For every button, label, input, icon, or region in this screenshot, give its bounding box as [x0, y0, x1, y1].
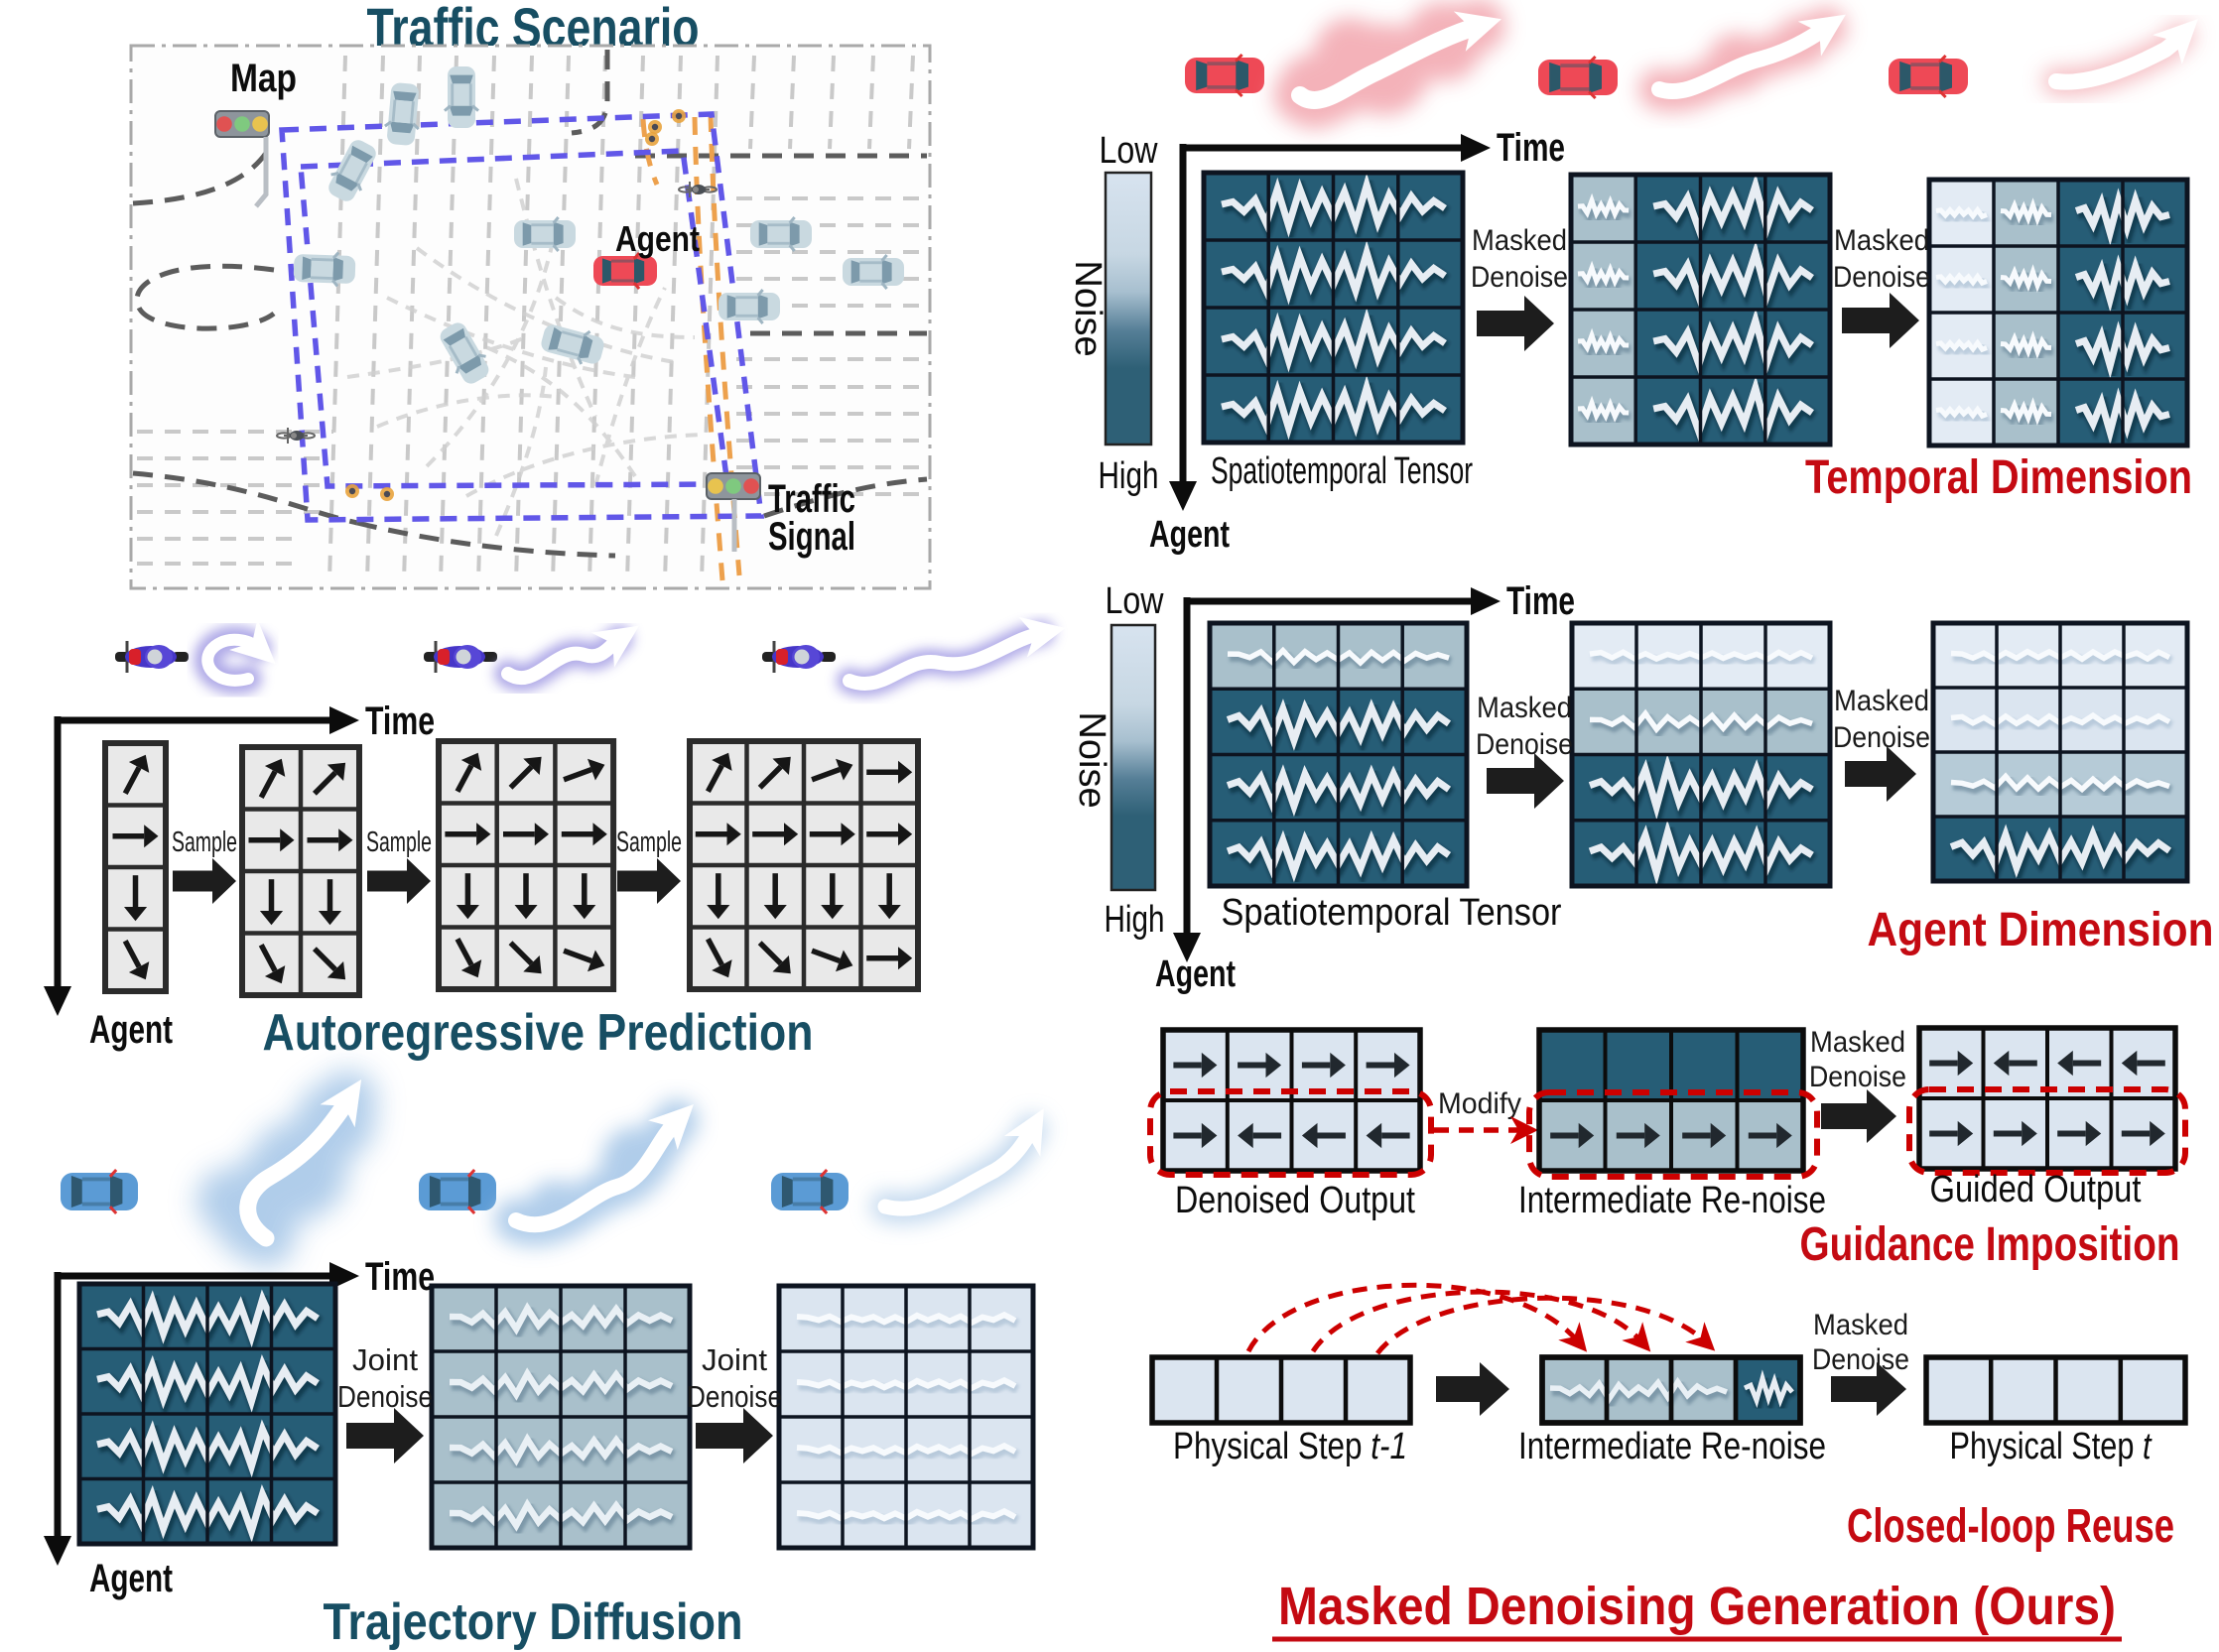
svg-text:Denoise: Denoise	[337, 1379, 433, 1414]
svg-text:Intermediate Re-noise: Intermediate Re-noise	[1518, 1426, 1826, 1467]
svg-text:Masked Denoising Generation (O: Masked Denoising Generation (Ours)	[1278, 1577, 2116, 1636]
svg-text:Trajectory Diffusion: Trajectory Diffusion	[324, 1593, 743, 1651]
svg-text:Denoise: Denoise	[1833, 721, 1930, 754]
svg-text:Guidance Imposition: Guidance Imposition	[1800, 1218, 2180, 1271]
svg-text:Denoise: Denoise	[1471, 261, 1568, 294]
svg-text:Noise: Noise	[1067, 260, 1109, 356]
svg-text:Signal: Signal	[768, 515, 855, 559]
svg-text:Denoise: Denoise	[1476, 728, 1573, 761]
svg-text:Joint: Joint	[352, 1342, 418, 1377]
svg-text:Joint: Joint	[702, 1342, 767, 1377]
svg-text:Agent: Agent	[1155, 953, 1236, 995]
svg-text:Time: Time	[365, 1255, 435, 1299]
svg-text:Physical Step t-1: Physical Step t-1	[1173, 1426, 1407, 1467]
svg-text:Denoise: Denoise	[1812, 1343, 1909, 1376]
svg-text:Sample: Sample	[366, 826, 432, 858]
svg-text:Low: Low	[1106, 580, 1164, 622]
svg-text:Guided Output: Guided Output	[1930, 1169, 2142, 1210]
svg-text:Closed-loop Reuse: Closed-loop Reuse	[1847, 1500, 2174, 1553]
svg-text:Modify: Modify	[1438, 1087, 1521, 1120]
svg-text:Time: Time	[1497, 126, 1565, 170]
svg-text:Low: Low	[1100, 130, 1158, 172]
svg-text:High: High	[1099, 455, 1159, 497]
svg-text:Masked: Masked	[1477, 692, 1572, 724]
svg-text:Time: Time	[1506, 579, 1575, 623]
svg-text:Masked: Masked	[1813, 1309, 1908, 1341]
svg-text:Masked: Masked	[1834, 685, 1929, 717]
svg-text:Agent: Agent	[89, 1008, 173, 1052]
svg-text:Sample: Sample	[616, 826, 682, 858]
svg-text:Masked: Masked	[1834, 224, 1929, 257]
svg-text:Noise: Noise	[1071, 711, 1112, 808]
svg-text:Denoise: Denoise	[1809, 1061, 1906, 1093]
svg-text:Masked: Masked	[1472, 224, 1567, 257]
svg-text:High: High	[1105, 899, 1165, 941]
svg-text:Denoised Output: Denoised Output	[1175, 1180, 1415, 1221]
svg-text:Intermediate Re-noise: Intermediate Re-noise	[1518, 1180, 1826, 1221]
svg-text:Traffic: Traffic	[768, 477, 855, 521]
svg-text:Denoise: Denoise	[1833, 261, 1930, 294]
svg-text:Sample: Sample	[172, 826, 237, 858]
svg-text:Physical Step t: Physical Step t	[1950, 1426, 2153, 1467]
svg-text:Map: Map	[230, 57, 297, 100]
svg-text:Agent Dimension: Agent Dimension	[1868, 904, 2214, 956]
svg-text:Spatiotemporal Tensor: Spatiotemporal Tensor	[1222, 892, 1562, 934]
svg-text:Denoise: Denoise	[687, 1379, 782, 1414]
svg-text:Agent: Agent	[1149, 514, 1230, 556]
svg-text:Spatiotemporal Tensor: Spatiotemporal Tensor	[1211, 450, 1473, 492]
svg-text:Autoregressive Prediction: Autoregressive Prediction	[263, 1004, 814, 1062]
svg-text:Temporal Dimension: Temporal Dimension	[1805, 451, 2192, 504]
svg-text:Masked: Masked	[1810, 1026, 1905, 1059]
svg-text:Agent: Agent	[89, 1557, 173, 1600]
svg-text:Time: Time	[365, 699, 435, 743]
svg-text:Agent: Agent	[615, 218, 700, 259]
